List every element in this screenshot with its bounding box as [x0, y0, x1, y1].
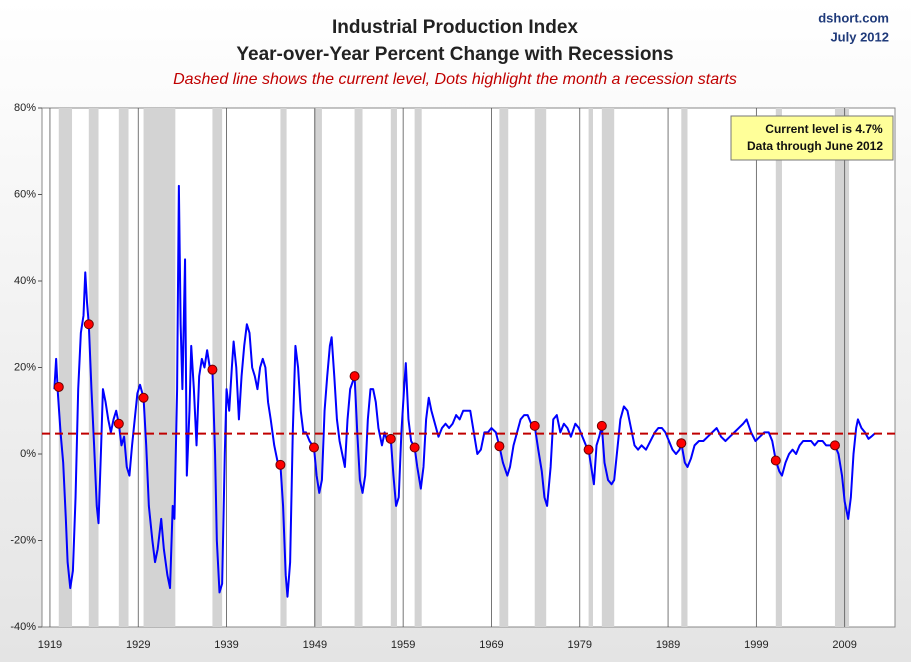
data-line — [53, 184, 876, 598]
recession-band — [354, 108, 363, 627]
y-tick-label: -40% — [10, 621, 36, 633]
recession-band — [280, 108, 287, 627]
x-tick-label: 1949 — [303, 639, 327, 651]
x-tick-label: 1959 — [391, 639, 415, 651]
recession-band — [534, 108, 547, 627]
recession-band — [88, 108, 99, 627]
recession-band — [212, 108, 223, 627]
recession-band — [58, 108, 73, 627]
annotation-box — [730, 115, 894, 161]
recession-start-dot — [83, 319, 94, 330]
y-tick-label: 20% — [14, 361, 36, 373]
date: July 2012 — [830, 29, 889, 44]
recession-start-dot — [409, 442, 420, 453]
recession-band — [499, 108, 509, 627]
recession-band — [834, 108, 850, 627]
chart-title: Industrial Production Index — [332, 17, 578, 38]
recession-band — [588, 108, 594, 627]
x-tick-label: 1969 — [479, 639, 503, 651]
recession-start-dot — [583, 444, 594, 455]
source: dshort.com — [818, 10, 889, 25]
recession-start-dot — [676, 438, 687, 449]
x-tick-label: 1939 — [214, 639, 238, 651]
plot-area — [41, 107, 896, 628]
recession-start-dot — [275, 459, 286, 470]
recession-start-dot — [207, 364, 218, 375]
recession-band — [681, 108, 688, 627]
x-tick-label: 1919 — [38, 639, 62, 651]
y-tick-label: -20% — [10, 534, 36, 546]
recession-band — [390, 108, 397, 627]
recession-band — [775, 108, 782, 627]
annotation: Current level is 4.7% — [765, 122, 883, 136]
recession-start-dot — [53, 381, 64, 392]
recession-band — [601, 108, 615, 627]
x-tick-label: 1999 — [744, 639, 768, 651]
recession-start-dot — [770, 455, 781, 466]
x-tick-label: 1989 — [656, 639, 680, 651]
annotation: Data through June 2012 — [747, 139, 883, 153]
y-tick-label: 40% — [14, 275, 36, 287]
recession-start-dot — [113, 418, 124, 429]
recession-start-dot — [308, 442, 319, 453]
recession-start-dot — [494, 441, 505, 452]
recession-start-dot — [385, 433, 396, 444]
x-tick-label: 1979 — [568, 639, 592, 651]
chart-subtitle: Year-over-Year Percent Change with Reces… — [236, 44, 673, 65]
recession-start-dot — [138, 392, 149, 403]
recession-start-dot — [349, 371, 360, 382]
y-tick-label: 0% — [20, 448, 36, 460]
recession-band — [414, 108, 422, 627]
x-tick-label: 2009 — [832, 639, 856, 651]
recession-start-dot — [829, 440, 840, 451]
chart-note: Dashed line shows the current level, Dot… — [173, 71, 737, 88]
recession-band — [118, 108, 129, 627]
recession-start-dot — [596, 420, 607, 431]
y-tick-label: 60% — [14, 188, 36, 200]
x-tick-label: 1929 — [126, 639, 150, 651]
y-tick-label: 80% — [14, 102, 36, 114]
recession-start-dot — [529, 420, 540, 431]
recession-band — [313, 108, 322, 627]
